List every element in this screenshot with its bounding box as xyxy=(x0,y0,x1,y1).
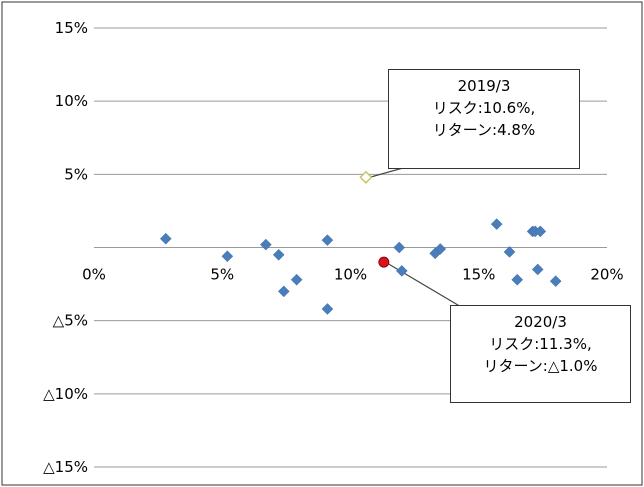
x-tick-label: 20% xyxy=(590,266,623,284)
data-point xyxy=(434,243,447,255)
data-point xyxy=(260,238,272,251)
x-tick-label: 0% xyxy=(82,266,106,284)
data-point xyxy=(503,246,516,258)
y-tick-label: △15% xyxy=(43,458,88,476)
highlight-point-2020 xyxy=(378,256,390,268)
x-tick-label: 5% xyxy=(210,266,234,284)
data-point xyxy=(531,263,544,276)
callout-2019-line3: リターン:4.8% xyxy=(432,121,536,139)
callout-2020-line1: 2020/3 xyxy=(514,313,567,331)
data-point xyxy=(272,248,285,261)
callout-2020: 2020/3 リスク:11.3%, リターン:△1.0% xyxy=(450,305,631,403)
data-points xyxy=(159,170,562,315)
data-point xyxy=(534,225,547,238)
callout-2019-line1: 2019/3 xyxy=(457,77,511,95)
data-point xyxy=(221,250,234,263)
data-point xyxy=(277,285,290,298)
axis-labels: 15% 10% 5% △5% △10% △15% 0% 5% 10% 15% 20% xyxy=(43,19,624,476)
x-tick-label: 10% xyxy=(334,266,367,284)
data-point xyxy=(393,241,406,254)
data-point xyxy=(290,273,303,286)
y-tick-label: 10% xyxy=(55,92,88,110)
callout-2020-line3: リターン:△1.0% xyxy=(483,357,598,375)
data-point xyxy=(395,265,408,277)
callout-2019: 2019/3 リスク:10.6%, リターン:4.8% xyxy=(388,69,580,169)
data-point xyxy=(159,232,172,245)
y-tick-label: △10% xyxy=(43,385,88,403)
callout-2020-line2: リスク:11.3%, xyxy=(489,335,592,353)
data-point xyxy=(549,275,562,288)
callout-2019-line2: リスク:10.6%, xyxy=(432,99,536,117)
data-point xyxy=(321,234,334,247)
data-point xyxy=(490,218,503,230)
y-tick-label: 15% xyxy=(55,19,88,37)
y-tick-label: 5% xyxy=(64,165,88,183)
data-point xyxy=(511,273,524,286)
highlight-point-2019 xyxy=(359,170,373,184)
y-tick-label: △5% xyxy=(53,312,88,330)
x-tick-label: 15% xyxy=(462,266,495,284)
data-point xyxy=(321,303,334,315)
